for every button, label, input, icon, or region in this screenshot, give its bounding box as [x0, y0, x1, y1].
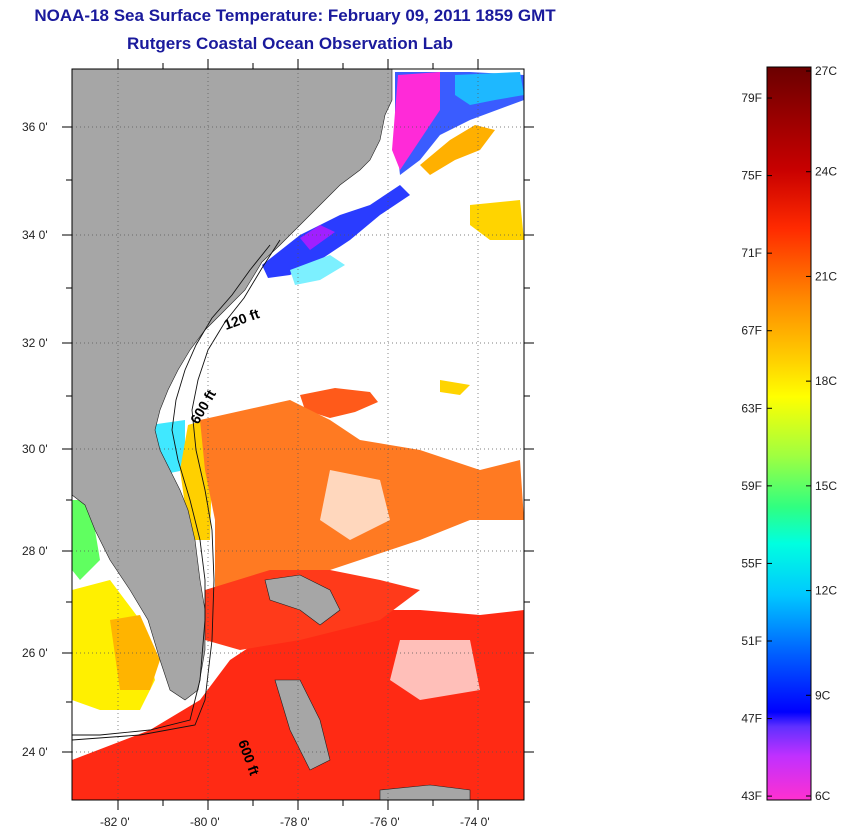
lat-label-32: 32 0'	[22, 336, 48, 350]
sst-patch-offshore-yellow	[440, 380, 470, 395]
lon-label-82: -82 0'	[100, 815, 130, 829]
cloud-region-east	[380, 240, 524, 380]
colorbar-ticks	[767, 70, 811, 797]
lat-label-30: 30 0'	[22, 442, 48, 456]
colorbar-label-f-6: 55F	[741, 556, 762, 570]
sst-patch-north-magenta	[392, 72, 440, 170]
sst-patch-carolina-shelf	[262, 185, 410, 278]
contour-600ft	[72, 239, 281, 741]
map-title: NOAA-18 Sea Surface Temperature: Februar…	[34, 6, 556, 25]
colorbar-label-f-0: 79F	[741, 91, 762, 105]
colorbar-label-f-8: 47F	[741, 712, 762, 726]
colorbar-label-f-7: 51F	[741, 634, 762, 648]
contour-120ft	[72, 244, 271, 736]
colorbar-celsius-labels: 27C 24C 21C 18C 15C 12C 9C 6C	[815, 64, 837, 803]
sst-patch-gulfstream-edge	[420, 125, 495, 175]
graticule	[72, 69, 524, 800]
sst-data-layer	[72, 69, 524, 800]
land-cuba-edge	[379, 784, 471, 800]
lat-label-36: 36 0'	[22, 120, 48, 134]
cloud-region-center	[320, 470, 390, 540]
land-bahamas-south	[274, 679, 331, 771]
land-bahamas-north	[264, 574, 341, 626]
colorbar-label-c-6: 9C	[815, 688, 831, 702]
colorbar-label-c-1: 24C	[815, 165, 837, 179]
colorbar-fahrenheit-labels: 79F 75F 71F 67F 63F 59F 55F 51F 47F 43F	[741, 91, 762, 803]
lat-label-28: 28 0'	[22, 544, 48, 558]
colorbar-label-c-5: 12C	[815, 584, 837, 598]
sst-patch-carolina-cyan	[290, 255, 345, 285]
colorbar-label-c-7: 6C	[815, 789, 831, 803]
colorbar-label-f-2: 71F	[741, 246, 762, 260]
lat-label-24: 24 0'	[22, 745, 48, 759]
colorbar-label-f-3: 67F	[741, 324, 762, 338]
sst-patch-carolina-violet	[300, 225, 335, 250]
map-subtitle: Rutgers Coastal Ocean Observation Lab	[127, 34, 453, 53]
cloud-region-south	[390, 640, 480, 700]
colorbar	[766, 66, 812, 801]
sst-patch-offshore-orange	[300, 388, 378, 418]
colorbar-label-f-4: 63F	[741, 401, 762, 415]
sst-patch-east-yellow	[470, 200, 524, 240]
lon-label-78: -78 0'	[280, 815, 310, 829]
land-east-coast	[72, 69, 393, 701]
lon-label-74: -74 0'	[460, 815, 490, 829]
lon-label-80: -80 0'	[190, 815, 220, 829]
colorbar-label-c-0: 27C	[815, 64, 837, 78]
lon-label-76: -76 0'	[370, 815, 400, 829]
sst-patch-gulf-orange	[110, 615, 160, 690]
colorbar-label-c-3: 18C	[815, 374, 837, 388]
lat-label-26: 26 0'	[22, 646, 48, 660]
lat-label-34: 34 0'	[22, 228, 48, 242]
colorbar-label-f-9: 43F	[741, 789, 762, 803]
colorbar-label-f-1: 75F	[741, 169, 762, 183]
sst-patch-north-cyan	[455, 72, 524, 105]
colorbar-label-c-4: 15C	[815, 479, 837, 493]
colorbar-label-f-5: 59F	[741, 479, 762, 493]
colorbar-label-c-2: 21C	[815, 269, 837, 283]
axis-ticks	[62, 59, 534, 810]
